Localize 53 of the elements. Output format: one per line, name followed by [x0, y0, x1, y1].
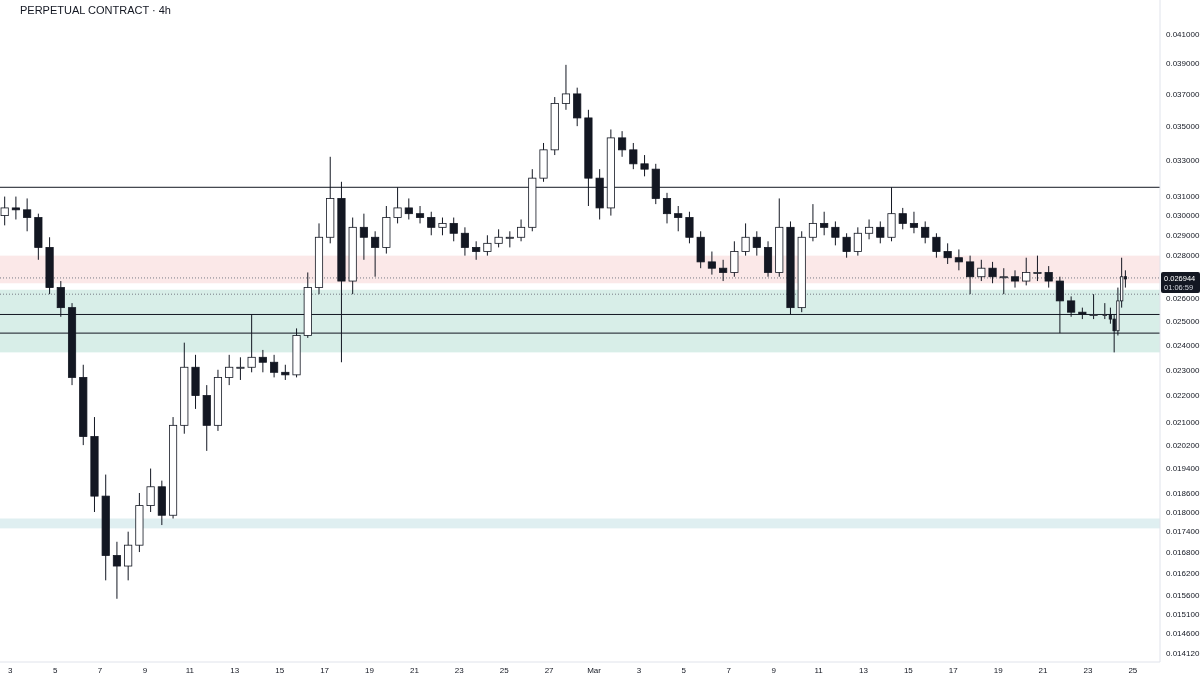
y-tick-label: 0.025000 — [1166, 317, 1200, 327]
y-tick-label: 0.037000 — [1166, 89, 1200, 99]
x-tick-label: 19 — [365, 666, 375, 675]
y-tick-label: 0.016200 — [1166, 568, 1200, 578]
x-tick-label: 23 — [454, 666, 465, 675]
x-tick-label: 15 — [903, 666, 914, 675]
x-tick-label: 27 — [544, 666, 555, 675]
x-tick-label: 17 — [948, 666, 959, 675]
y-tick-label: 0.014600 — [1166, 629, 1200, 639]
y-tick-label: 0.019400 — [1166, 464, 1200, 474]
x-tick-label: 13 — [859, 666, 869, 675]
x-tick-label: 21 — [409, 666, 420, 675]
y-tick-label: 0.026000 — [1166, 294, 1200, 304]
x-tick-label: 11 — [185, 666, 195, 675]
y-tick-label: 0.024000 — [1166, 340, 1200, 350]
x-tick-label: 25 — [499, 666, 510, 675]
y-tick-label: 0.021000 — [1166, 418, 1200, 428]
x-tick-label: 13 — [230, 666, 240, 675]
x-tick-label: 23 — [1083, 666, 1093, 675]
y-tick-label: 0.028000 — [1166, 251, 1200, 261]
y-tick-label: 0.023000 — [1166, 365, 1200, 375]
y-tick-label: 0.030000 — [1166, 211, 1200, 221]
x-tick-label: 19 — [993, 666, 1004, 675]
y-tick-label: 0.018600 — [1166, 488, 1200, 498]
x-tick-label: 9 — [142, 666, 148, 675]
y-tick-label: 0.029000 — [1166, 231, 1200, 241]
x-tick-label: 3 — [8, 666, 14, 675]
chart-title: PERPETUAL CONTRACT · 4h — [20, 4, 171, 16]
y-tick-label: 0.015600 — [1166, 590, 1200, 600]
y-tick-label: 0.015100 — [1166, 609, 1200, 619]
x-tick-label: 5 — [52, 666, 58, 675]
x-tick-label: 5 — [681, 666, 687, 675]
x-tick-label: 25 — [1128, 666, 1138, 675]
x-tick-label: 7 — [97, 666, 103, 675]
x-tick-label: 7 — [726, 666, 732, 675]
x-tick-label: 11 — [814, 666, 824, 675]
y-tick-label: 0.017400 — [1166, 527, 1200, 537]
y-tick-label: 0.035000 — [1166, 121, 1200, 131]
y-tick-label: 0.018000 — [1166, 507, 1200, 517]
y-tick-label: 0.016800 — [1166, 547, 1200, 557]
x-tick-label: Mar — [587, 666, 602, 675]
x-tick-label: 9 — [771, 666, 777, 675]
y-tick-label: 0.033000 — [1166, 156, 1200, 166]
y-tick-label: 0.020200 — [1166, 440, 1200, 450]
x-tick-label: 21 — [1038, 666, 1049, 675]
x-tick-label: 15 — [275, 666, 285, 675]
y-tick-label: 0.041000 — [1166, 30, 1200, 40]
y-tick-label: 0.031000 — [1166, 192, 1200, 202]
y-tick-label: 0.014120 — [1166, 648, 1200, 658]
y-tick-label: 0.039000 — [1166, 59, 1200, 69]
y-tick-label: 0.022000 — [1166, 391, 1200, 401]
x-tick-label: 3 — [636, 666, 642, 675]
x-tick-label: 17 — [320, 666, 330, 675]
